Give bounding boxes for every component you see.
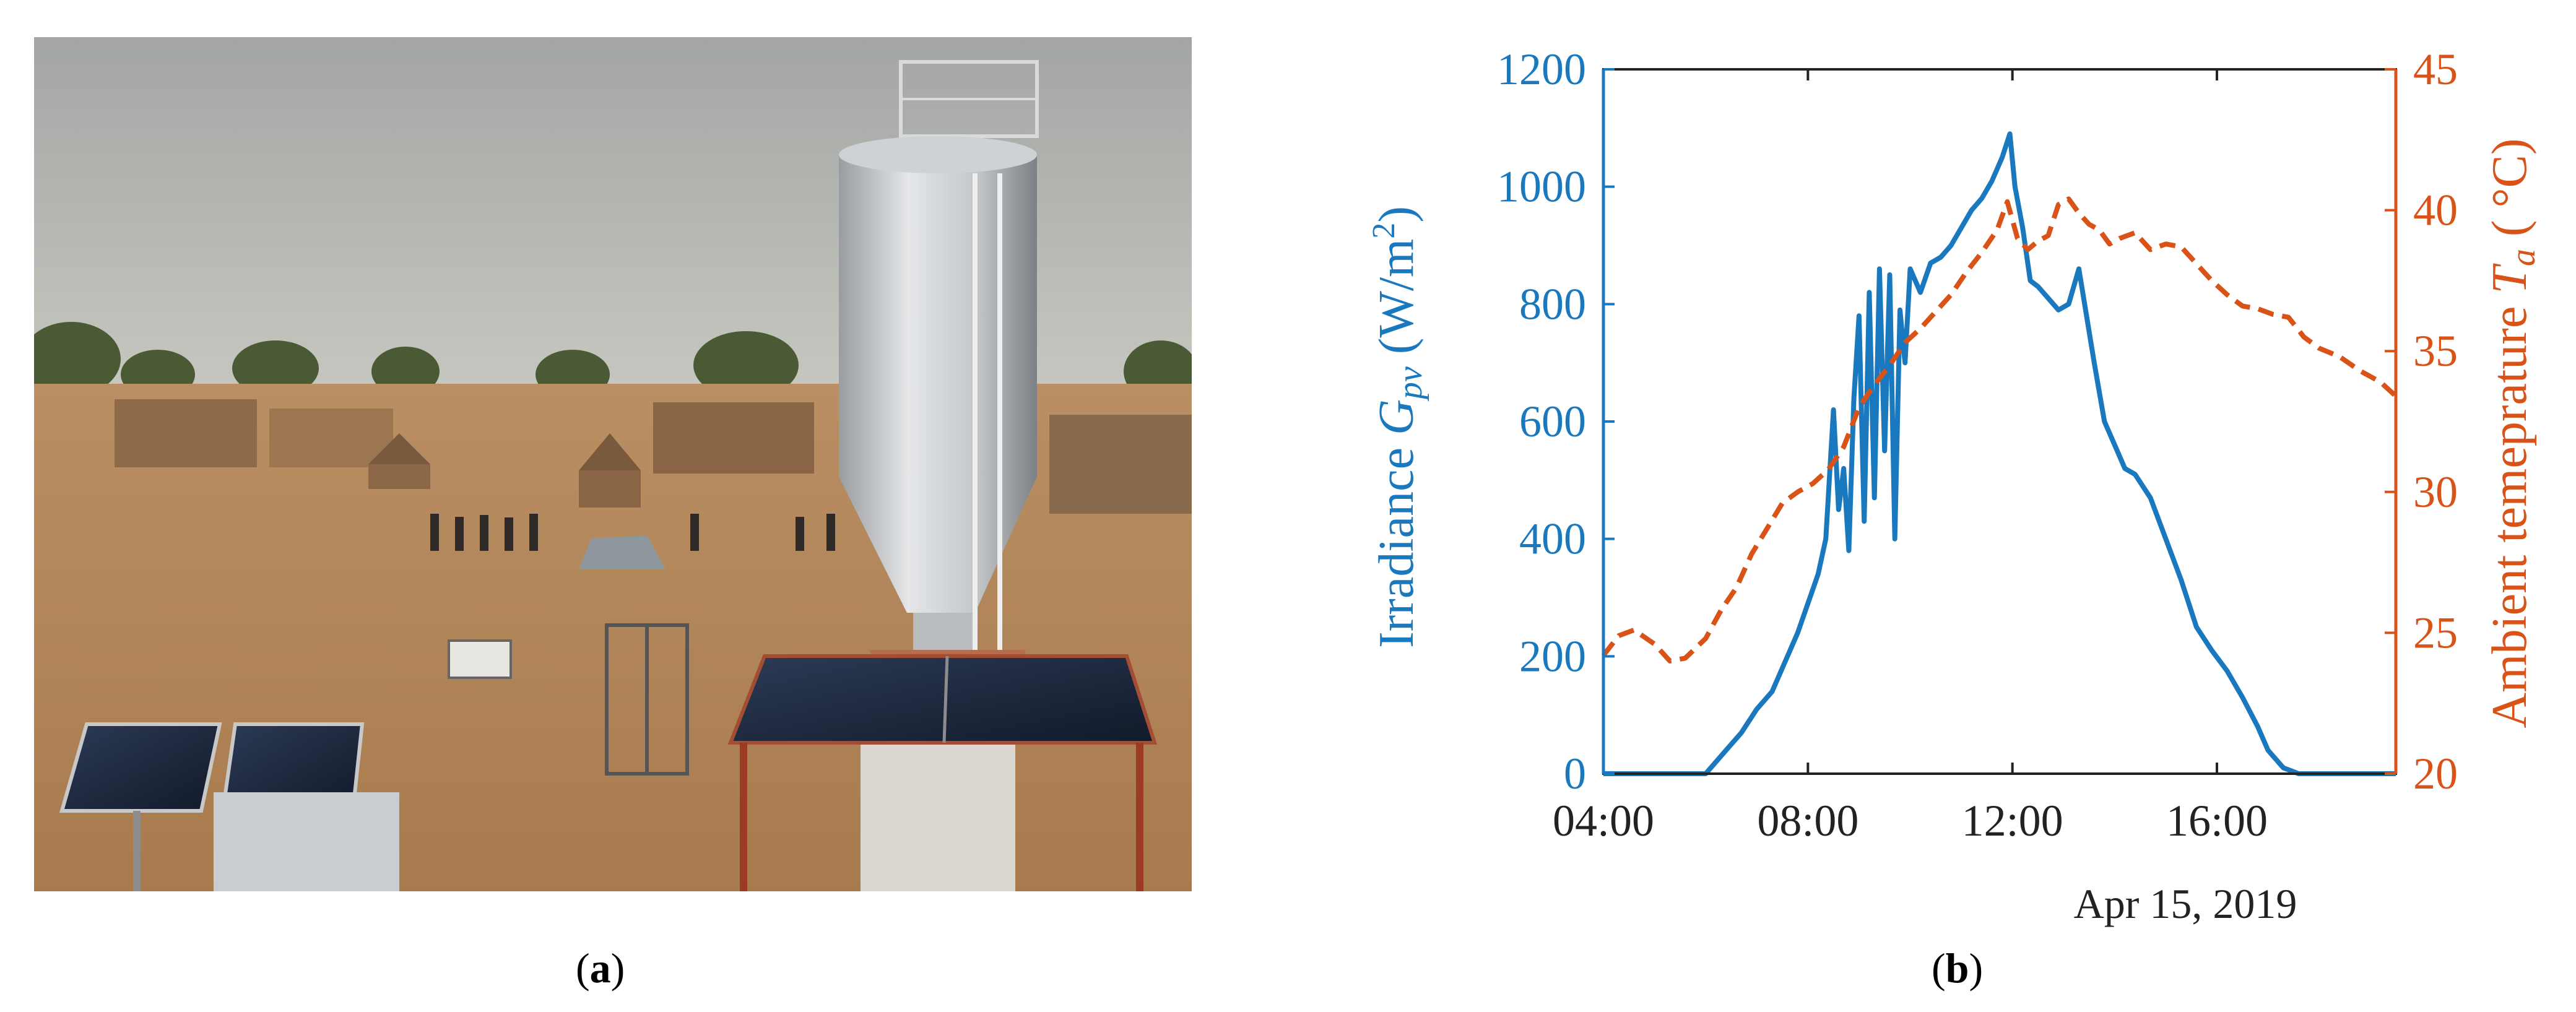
left-tick-label: 400: [1519, 514, 1586, 564]
right-tick-label: 20: [2413, 749, 2458, 798]
water-tower: [839, 60, 1043, 891]
x-tick-label: 16:00: [2166, 796, 2268, 845]
solar-water-tower-scene: [34, 37, 1192, 891]
left-tick-label: 200: [1519, 631, 1586, 681]
village-huts: [115, 399, 1192, 514]
date-annotation: Apr 15, 2019: [2074, 880, 2297, 927]
left-tick-label: 600: [1519, 397, 1586, 446]
left-axis-label: Irradiance Gpv (W/m2): [1366, 206, 1429, 648]
car: [579, 535, 666, 569]
x-tick-label: 04:00: [1553, 796, 1654, 845]
right-tick-label: 25: [2413, 608, 2458, 657]
signboard: [448, 639, 512, 679]
right-tick-label: 30: [2413, 467, 2458, 517]
chart-svg: 04:00 08:00 12:00 16:00 0 200 400 600 800 1000 120…: [1366, 45, 2543, 927]
x-tick-label: 12:00: [1962, 796, 2063, 845]
people-crowd: [430, 514, 835, 551]
right-axis-label: Ambient temeprature Ta ( °C): [2483, 138, 2543, 728]
x-tick-label: 08:00: [1757, 796, 1858, 845]
right-tick-label: 40: [2413, 186, 2458, 235]
left-tick-label: 1000: [1497, 162, 1586, 212]
right-tick-label: 45: [2413, 45, 2458, 94]
irradiance-series-line: [1603, 131, 2396, 776]
panel-label-a: (a): [576, 945, 625, 992]
solar-panel-array: [727, 654, 1158, 891]
temperature-series-line: [1601, 196, 2398, 664]
fence-gate: [605, 623, 689, 776]
right-tick-label: 35: [2413, 326, 2458, 376]
panel-label-b: (b): [1932, 945, 1984, 992]
left-tick-label: 1200: [1497, 45, 1586, 94]
plot-frame: [1602, 68, 2397, 775]
solar-panels-small: [59, 722, 399, 891]
left-tick-label: 0: [1564, 749, 1586, 798]
site-photo: [34, 37, 1192, 891]
irradiance-temperature-chart: 04:00 08:00 12:00 16:00 0 200 400 600 800 1000 120…: [1362, 0, 2576, 1009]
left-tick-label: 800: [1519, 279, 1586, 329]
